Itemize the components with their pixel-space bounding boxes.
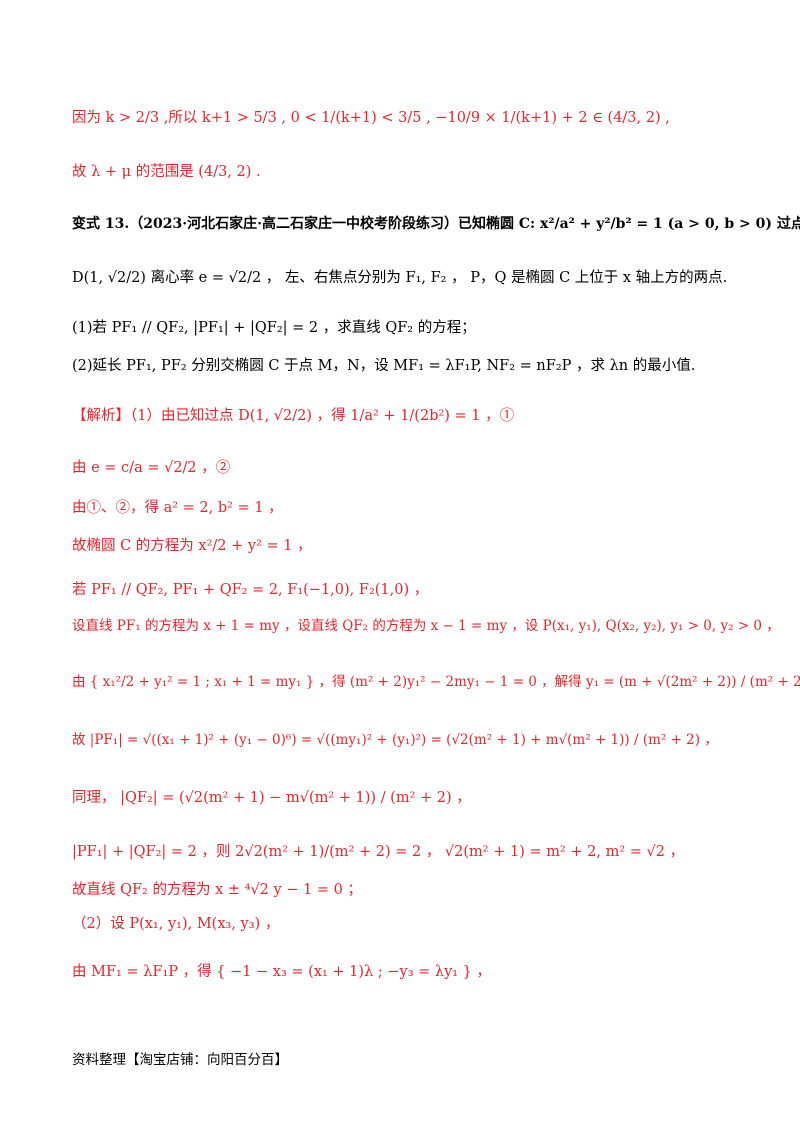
text-line-9: 由①、②，得 a² = 2, b² = 1 ， [72, 500, 283, 516]
text-line-12: 设直线 PF₁ 的方程为 x + 1 = my ，设直线 QF₂ 的方程为 x … [72, 618, 780, 634]
question-1: (1)若 PF₁ // QF₂, |PF₁| + |QF₂| = 2 ，求直线 … [72, 320, 476, 336]
text-line-16: |PF₁| + |QF₂| = 2 ，则 2√2(m² + 1)/(m² + 2… [72, 844, 685, 860]
text-line-10: 故椭圆 C 的方程为 x²/2 + y² = 1 ， [72, 538, 312, 554]
problem-heading: 变式 13.（2023·河北石家庄·高二石家庄一中校考阶段练习）已知椭圆 C: … [72, 216, 800, 232]
text-line-13: 由 { x₁²/2 + y₁² = 1 ; x₁ + 1 = my₁ } ，得 … [72, 674, 800, 690]
text-line-2: 故 λ + μ 的范围是 (4/3, 2) . [72, 164, 261, 180]
text-line-19: 由 MF₁ = λF₁P ，得 { −1 − x₃ = (x₁ + 1)λ ; … [72, 964, 492, 980]
footer-note: 资料整理【淘宝店铺：向阳百分百】 [72, 1052, 288, 1068]
text-line-14: 故 |PF₁| = √((x₁ + 1)² + (y₁ − 0)⁶) = √((… [72, 732, 718, 748]
text-line-4: D(1, √2/2) 离心率 e = √2/2 ， 左、右焦点分别为 F₁, F… [72, 270, 728, 286]
text-line-11: 若 PF₁ // QF₂, PF₁ + QF₂ = 2, F₁(−1,0), F… [72, 582, 429, 598]
solution-start: 【解析】（1）由已知过点 D(1, √2/2) ，得 1/a² + 1/(2b²… [72, 408, 515, 424]
text-line-17: 故直线 QF₂ 的方程为 x ± ⁴√2 y − 1 = 0 ； [72, 882, 363, 898]
text-line-8: 由 e = c/a = √2/2 ，② [72, 460, 231, 476]
question-2: (2)延长 PF₁, PF₂ 分别交椭圆 C 于点 M，N，设 MF₁ = λF… [72, 358, 696, 374]
text-line-18: （2）设 P(x₁, y₁), M(x₃, y₃) ， [72, 916, 280, 932]
text-line-15: 同理， |QF₂| = (√2(m² + 1) − m√(m² + 1)) / … [72, 790, 471, 806]
text-line-1: 因为 k > 2/3 ,所以 k+1 > 5/3 , 0 < 1/(k+1) <… [72, 110, 670, 126]
